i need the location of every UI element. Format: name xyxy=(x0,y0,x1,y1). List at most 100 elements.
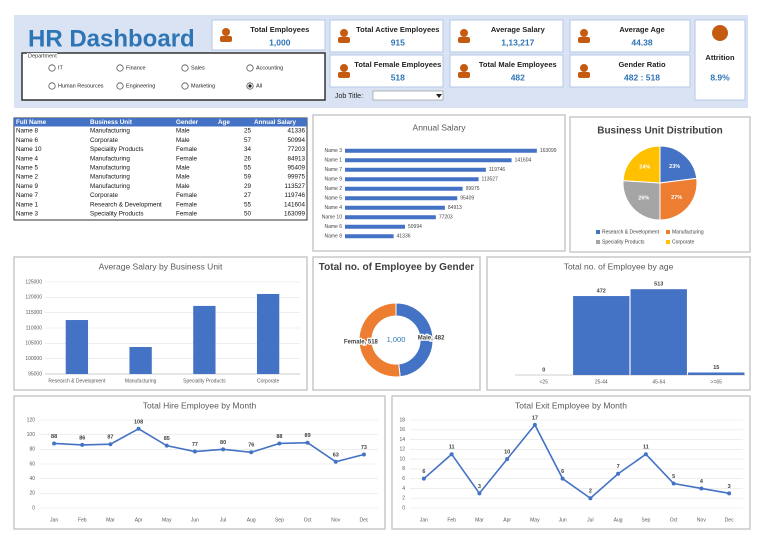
x-tick-label: 25-44 xyxy=(595,379,608,385)
kpi-card xyxy=(569,54,691,88)
kpi-label: Gender Ratio xyxy=(618,60,666,69)
table-cell: Male xyxy=(176,183,190,190)
x-tick-label: Jan xyxy=(420,517,428,523)
y-tick-label: 100000 xyxy=(25,356,42,362)
kpi-icon xyxy=(222,28,230,36)
table-cell: Name 4 xyxy=(16,155,39,162)
radio-button[interactable] xyxy=(48,64,56,72)
x-tick-label: Dec xyxy=(359,517,368,523)
x-tick-label: Aug xyxy=(614,517,623,523)
y-tick-label: 10 xyxy=(399,456,405,462)
table-cell: Female xyxy=(176,201,197,208)
chart-title: Total Hire Employee by Month xyxy=(143,400,257,410)
kpi-icon xyxy=(340,29,348,37)
y-tick-label: 125000 xyxy=(25,279,42,285)
chart-title: Average Salary by Business Unit xyxy=(99,261,223,271)
data-label: 26% xyxy=(638,196,649,202)
bar xyxy=(630,289,687,375)
kpi-icon xyxy=(340,64,348,72)
x-tick-label: May xyxy=(162,517,172,523)
y-tick-label: Name 7 xyxy=(324,167,342,173)
legend-label: Speciality Products xyxy=(602,239,645,245)
chart-title: Total no. of Employee by age xyxy=(564,261,674,271)
y-tick-label: Name 2 xyxy=(324,186,342,192)
data-label: 108 xyxy=(134,419,143,425)
data-label: 15 xyxy=(713,365,719,371)
kpi-icon xyxy=(460,64,468,72)
x-tick-label: Dec xyxy=(725,517,734,523)
table-cell: 55 xyxy=(244,201,252,208)
data-label: 80 xyxy=(220,440,226,446)
table-cell: 119746 xyxy=(284,192,305,199)
chart-panel xyxy=(13,395,386,530)
y-tick-label: 8 xyxy=(402,466,405,472)
table-cell: Name 9 xyxy=(16,183,39,190)
kpi-icon xyxy=(580,64,588,72)
kpi-icon xyxy=(578,37,590,43)
table-header: Annual Salary xyxy=(254,119,296,126)
marker xyxy=(80,442,85,447)
radio-label: Marketing xyxy=(191,83,215,89)
marker xyxy=(671,481,676,486)
chart-title: Business Unit Distribution xyxy=(597,126,723,137)
table-cell: 41336 xyxy=(287,128,305,135)
y-tick-label: 95000 xyxy=(28,371,42,377)
table-cell: Female xyxy=(176,146,197,153)
data-label: 27% xyxy=(671,195,682,201)
legend-label: Corporate xyxy=(672,239,694,245)
table-cell: Manufacturing xyxy=(90,174,130,181)
y-tick-label: Name 10 xyxy=(322,215,343,221)
table-cell: 27 xyxy=(244,192,252,199)
table-cell: Corporate xyxy=(90,192,118,199)
y-tick-label: 60 xyxy=(29,461,35,467)
y-tick-label: Name 5 xyxy=(324,196,342,202)
bar xyxy=(65,320,89,374)
x-tick-label: Manufacturing xyxy=(125,378,157,384)
department-label: Department xyxy=(28,53,57,59)
bar xyxy=(193,305,216,374)
data-label: 3 xyxy=(728,484,731,490)
kpi-value: 518 xyxy=(391,72,405,82)
data-label: 472 xyxy=(597,289,606,295)
radio-button[interactable] xyxy=(116,64,124,72)
kpi-icon xyxy=(578,72,590,78)
data-label: 6 xyxy=(422,469,425,475)
job-title-dropdown[interactable] xyxy=(372,90,444,101)
marker xyxy=(164,443,169,448)
kpi-icon xyxy=(580,29,588,37)
radio-label: Sales xyxy=(191,65,205,71)
bar xyxy=(573,296,630,375)
marker xyxy=(192,449,197,454)
kpi-value: 8.9% xyxy=(710,72,730,82)
table-cell: 59 xyxy=(244,174,252,181)
kpi-label: Total Employees xyxy=(250,25,309,34)
radio-button[interactable] xyxy=(48,82,56,90)
radio-button[interactable] xyxy=(181,82,189,90)
y-tick-label: Name 4 xyxy=(324,205,342,211)
data-label: 119746 xyxy=(489,167,506,173)
marker xyxy=(699,486,704,491)
radio-label: Finance xyxy=(126,65,146,71)
table-cell: 77203 xyxy=(287,146,305,153)
data-label: 99975 xyxy=(466,186,480,192)
marker xyxy=(305,440,310,445)
kpi-icon xyxy=(712,25,728,41)
bar xyxy=(129,347,152,374)
chart-title: Total Exit Employee by Month xyxy=(515,400,627,410)
radio-button[interactable] xyxy=(246,64,254,72)
radio-button[interactable] xyxy=(116,82,124,90)
radio-button[interactable] xyxy=(181,64,189,72)
table-cell: Manufacturing xyxy=(90,183,130,190)
kpi-icon xyxy=(458,72,470,78)
department-label-bg xyxy=(27,53,57,58)
y-tick-label: 2 xyxy=(402,496,405,502)
legend-swatch xyxy=(666,240,670,244)
data-label: 0 xyxy=(542,367,545,373)
data-label: Female, 518 xyxy=(344,340,379,346)
table-cell: Manufacturing xyxy=(90,155,130,162)
x-tick-label: Aug xyxy=(247,517,256,523)
y-tick-label: 110000 xyxy=(26,325,43,331)
kpi-label: Total Male Employees xyxy=(479,60,557,69)
kpi-value: 482 xyxy=(511,72,525,82)
marker xyxy=(616,471,621,476)
